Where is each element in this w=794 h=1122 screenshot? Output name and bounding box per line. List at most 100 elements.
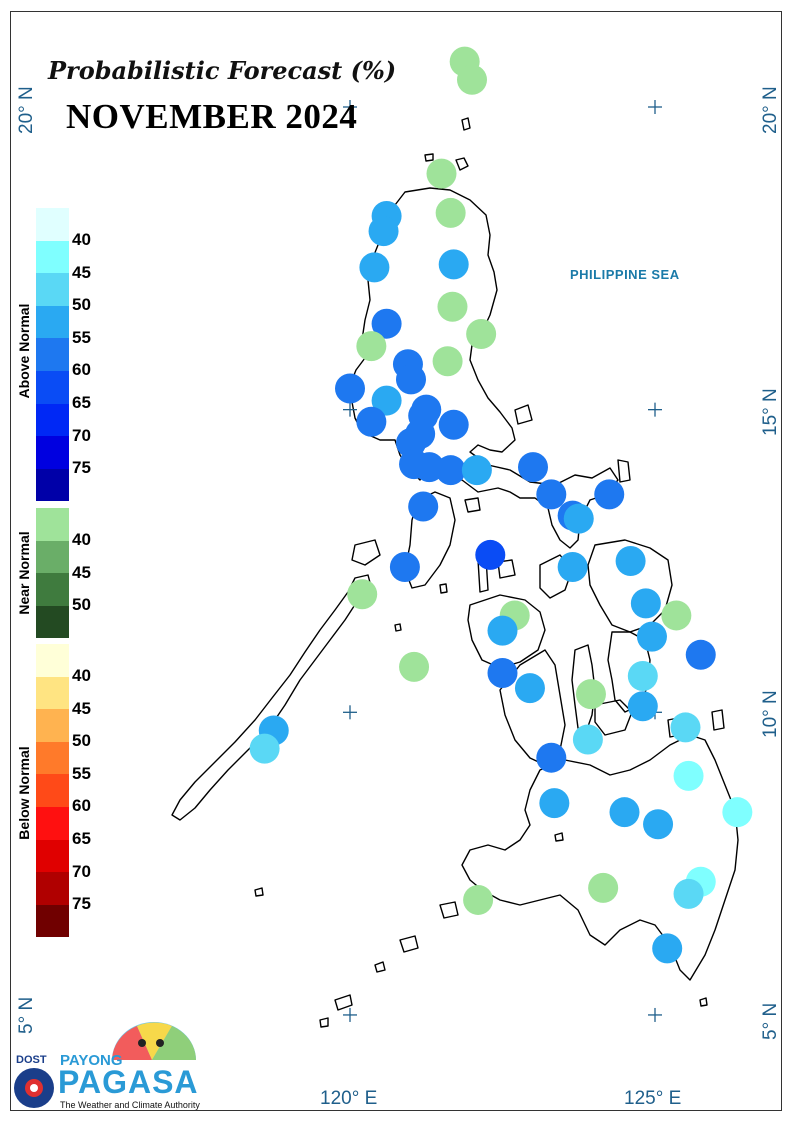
logo-dost-text: DOST: [16, 1054, 47, 1066]
station-marker-1: [457, 64, 487, 95]
legend-above-tick-50: 50: [72, 295, 91, 315]
legend-near-normal-bar: [36, 508, 69, 639]
lat-label-left-20: 20° N: [16, 86, 37, 134]
legend-below-tick-40: 40: [72, 666, 91, 685]
legend-above-tick-70: 70: [72, 425, 91, 445]
station-marker-63: [463, 884, 494, 915]
station-marker-36: [389, 552, 420, 583]
station-marker-58: [722, 797, 753, 828]
legend-above-swatch-3: [36, 305, 69, 339]
legend-below-normal-label: Below Normal: [16, 746, 32, 840]
station-marker-20: [438, 409, 469, 440]
station-marker-7: [438, 249, 469, 280]
station-marker-28: [408, 491, 439, 522]
legend-above-tick-65: 65: [72, 393, 91, 412]
legend-above-swatch-0: [36, 208, 69, 241]
station-marker-42: [636, 621, 667, 652]
station-marker-56: [539, 788, 570, 819]
marinduque-island: [464, 497, 481, 513]
legend-below-swatch-8: [36, 904, 69, 938]
station-marker-5: [368, 216, 399, 247]
station-marker-62: [673, 878, 704, 909]
station-marker-27: [518, 452, 548, 483]
station-marker-52: [572, 724, 603, 755]
station-marker-55: [673, 760, 704, 791]
legend-near-normal-label: Near Normal: [16, 531, 32, 615]
panay-island: [467, 594, 546, 669]
lon-label-120: 120° E: [320, 1088, 378, 1109]
polillo-island: [514, 404, 533, 425]
calamian-islands: [351, 539, 381, 566]
station-marker-64: [652, 933, 683, 964]
islet-c: [439, 583, 448, 594]
station-marker-38: [630, 588, 661, 619]
logo-payong-text: PAYONG: [60, 1052, 123, 1069]
legend-above-swatch-8: [36, 468, 69, 502]
station-marker-6: [359, 252, 390, 283]
station-marker-14: [396, 364, 426, 395]
legend-below-swatch-1: [36, 676, 69, 710]
legend-below-tick-50: 50: [72, 731, 91, 751]
basilan-island: [439, 901, 459, 919]
jolo-island: [399, 935, 419, 953]
legend-below-swatch-7: [36, 872, 69, 905]
legend-above-normal-bar: [36, 208, 69, 502]
station-marker-59: [643, 809, 674, 840]
station-marker-9: [371, 308, 402, 339]
legend-above-tick-40: 40: [72, 230, 91, 249]
siargao-island: [711, 709, 725, 731]
legend-near-swatch-3: [36, 605, 69, 639]
legend-above-swatch-2: [36, 273, 69, 306]
legend-below-tick-45: 45: [72, 698, 91, 718]
bohol-island: [594, 699, 633, 736]
legend-above-swatch-1: [36, 240, 69, 274]
sulu-small-1: [374, 961, 386, 973]
legend-above-swatch-7: [36, 436, 69, 469]
legend-near-tick-40: 40: [72, 530, 91, 549]
catanduanes-island: [617, 459, 631, 483]
station-marker-41: [661, 600, 692, 631]
legend-above-tick-60: 60: [72, 360, 91, 380]
mindoro-island: [404, 491, 456, 589]
legend-above-normal-label: Above Normal: [16, 303, 32, 399]
legend-below-tick-60: 60: [72, 796, 91, 816]
lat-label-right-5: 5° N: [760, 1002, 781, 1040]
legend-below-swatch-3: [36, 741, 69, 775]
station-marker-19: [356, 406, 387, 437]
logo-tagline: The Weather and Climate Authority: [60, 1100, 200, 1110]
forecast-subtitle: Probabilistic Forecast (%): [48, 56, 397, 85]
legend-above-tick-55: 55: [72, 327, 91, 347]
station-marker-25: [435, 455, 466, 486]
legend-below-normal-bar: [36, 644, 69, 938]
station-marker-10: [466, 318, 497, 349]
station-marker-12: [432, 346, 463, 377]
legend-below-tick-65: 65: [72, 829, 91, 848]
station-marker-47: [514, 673, 545, 704]
umbrella-logo-icon: [14, 1022, 196, 1108]
lat-label-right-15: 15° N: [760, 388, 781, 436]
islet-e: [254, 887, 264, 897]
philippine-sea-label: PHILIPPINE SEA: [570, 267, 680, 282]
station-marker-29: [536, 479, 567, 510]
islet-d: [394, 623, 402, 632]
station-marker-15: [335, 373, 365, 404]
legend-above-tick-75: 75: [72, 458, 91, 478]
legend-above-tick-45: 45: [72, 262, 91, 282]
station-marker-8: [437, 291, 468, 322]
station-marker-46: [627, 660, 658, 691]
station-marker-35: [557, 552, 588, 583]
batanes-islands: [461, 117, 471, 131]
legend-near-swatch-2: [36, 573, 69, 606]
station-markers: [249, 46, 753, 964]
station-marker-53: [249, 733, 280, 764]
map-frame: [10, 11, 782, 1111]
legend-below-swatch-5: [36, 806, 69, 840]
station-marker-16: [371, 385, 402, 416]
station-marker-45: [487, 657, 518, 688]
station-marker-26: [461, 455, 492, 486]
legend-below-tick-75: 75: [72, 894, 91, 914]
station-marker-33: [475, 539, 506, 570]
station-marker-30: [594, 479, 625, 510]
station-marker-60: [588, 872, 619, 903]
station-marker-37: [347, 579, 378, 610]
